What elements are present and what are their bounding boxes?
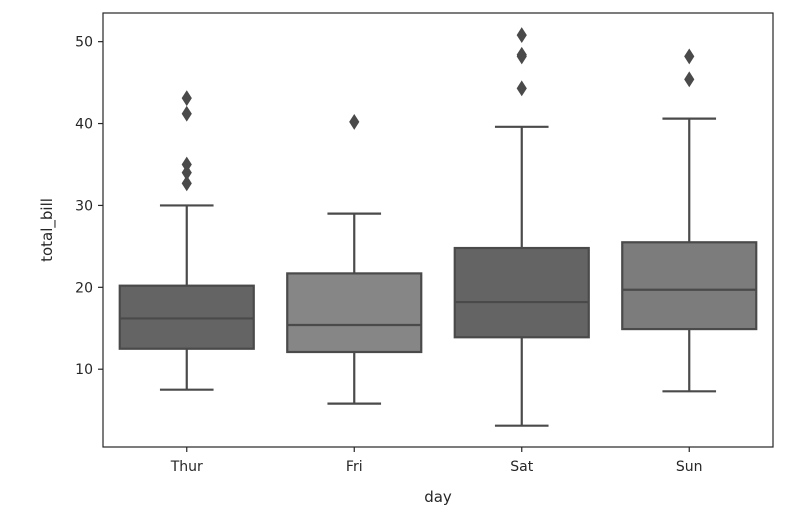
plot-area <box>102 12 774 448</box>
outlier-point <box>684 71 695 88</box>
iqr-box <box>118 284 255 350</box>
y-ticks-layer: 10 20 30 40 50 <box>75 35 103 378</box>
x-tick-label: Sat <box>510 459 533 475</box>
y-axis-label: total_bill <box>38 198 57 262</box>
x-ticks-layer: Thur Fri Sat Sun <box>170 447 703 475</box>
y-tick-label: 10 <box>75 362 93 378</box>
outlier-point <box>516 27 527 44</box>
boxes-layer <box>118 27 758 427</box>
box-sat <box>453 27 590 427</box>
y-tick-label: 50 <box>75 35 93 51</box>
outlier-point <box>181 175 192 192</box>
x-axis-label: day <box>424 488 452 506</box>
y-tick-label: 30 <box>75 198 93 214</box>
box-thur <box>118 90 255 391</box>
iqr-box <box>453 246 590 339</box>
outlier-point <box>181 90 192 107</box>
iqr-box <box>621 241 758 331</box>
outlier-point <box>516 80 527 97</box>
x-tick-label: Sun <box>676 459 703 475</box>
outlier-point <box>181 156 192 173</box>
x-tick-label: Thur <box>170 459 203 475</box>
iqr-box <box>286 272 423 354</box>
outlier-point <box>181 164 192 181</box>
box-sun <box>621 48 758 393</box>
outlier-point <box>516 46 527 63</box>
box-fri <box>286 113 423 405</box>
outlier-point <box>349 113 360 130</box>
x-tick-label: Fri <box>346 459 363 475</box>
y-tick-label: 20 <box>75 280 93 296</box>
outlier-point <box>181 105 192 122</box>
outlier-point <box>684 48 695 65</box>
y-tick-label: 40 <box>75 117 93 133</box>
